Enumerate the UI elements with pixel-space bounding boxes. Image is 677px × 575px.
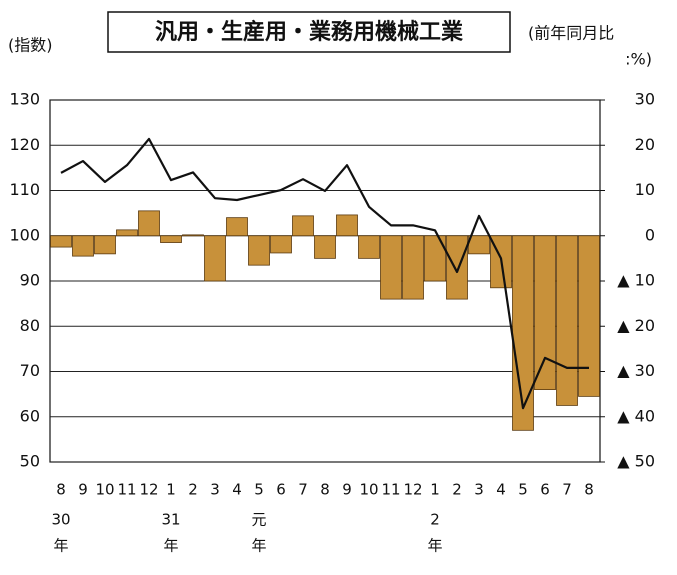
era-label: 30 bbox=[51, 511, 70, 529]
y2-tick-label: ▲ 40 bbox=[617, 406, 655, 425]
y2-tick-label: ▲ 20 bbox=[617, 316, 655, 335]
y-tick-label: 120 bbox=[9, 135, 40, 154]
x-tick-label: 8 bbox=[320, 481, 330, 499]
chart-title: 汎用・生産用・業務用機械工業 bbox=[155, 19, 464, 45]
bar bbox=[72, 235, 94, 257]
bar bbox=[94, 235, 116, 255]
y-tick-label: 60 bbox=[20, 406, 40, 425]
y-tick-label: 50 bbox=[20, 452, 40, 471]
bar bbox=[292, 215, 314, 237]
x-tick-label: 7 bbox=[298, 481, 308, 499]
y2-axis-label: (前年同月比 bbox=[528, 24, 614, 43]
x-tick-label: 12 bbox=[139, 481, 158, 499]
bar bbox=[270, 235, 292, 254]
bar bbox=[380, 235, 402, 300]
x-tick-label: 7 bbox=[562, 481, 572, 499]
bar bbox=[358, 235, 380, 259]
era-unit: 年 bbox=[427, 537, 442, 555]
y2-tick-label: 0 bbox=[645, 225, 655, 244]
y-tick-label: 110 bbox=[9, 180, 40, 199]
era-unit: 年 bbox=[53, 537, 68, 555]
x-tick-label: 8 bbox=[584, 481, 594, 499]
y2-axis-unit: :%) bbox=[625, 50, 652, 69]
x-tick-label: 10 bbox=[95, 481, 114, 499]
bar bbox=[182, 234, 204, 237]
x-tick-label: 5 bbox=[518, 481, 528, 499]
y2-tick-label: 20 bbox=[635, 135, 655, 154]
x-tick-label: 6 bbox=[540, 481, 550, 499]
bar bbox=[446, 235, 468, 300]
bar bbox=[468, 235, 490, 255]
x-tick-label: 11 bbox=[381, 481, 400, 499]
y-tick-label: 90 bbox=[20, 271, 40, 290]
bar bbox=[534, 235, 556, 391]
y-tick-label: 70 bbox=[20, 361, 40, 380]
bar bbox=[556, 235, 578, 406]
bar bbox=[336, 214, 358, 237]
y2-tick-label: 10 bbox=[635, 180, 655, 199]
x-tick-label: 12 bbox=[403, 481, 422, 499]
bar bbox=[314, 235, 336, 259]
era-unit: 年 bbox=[163, 537, 178, 555]
bar bbox=[50, 235, 72, 248]
x-tick-label: 2 bbox=[452, 481, 462, 499]
x-tick-label: 11 bbox=[117, 481, 136, 499]
x-tick-label: 1 bbox=[166, 481, 176, 499]
y-tick-label: 100 bbox=[9, 225, 40, 244]
x-tick-label: 5 bbox=[254, 481, 264, 499]
y-tick-label: 80 bbox=[20, 316, 40, 335]
x-tick-label: 3 bbox=[474, 481, 484, 499]
bar bbox=[160, 235, 182, 243]
era-label: 2 bbox=[430, 511, 440, 529]
title-box bbox=[107, 11, 511, 53]
bar bbox=[578, 235, 600, 397]
x-tick-label: 8 bbox=[56, 481, 66, 499]
y-tick-label: 130 bbox=[9, 90, 40, 109]
y2-tick-label: ▲ 50 bbox=[617, 452, 655, 471]
x-tick-label: 10 bbox=[359, 481, 378, 499]
x-tick-label: 1 bbox=[430, 481, 440, 499]
x-tick-label: 6 bbox=[276, 481, 286, 499]
era-unit: 年 bbox=[251, 537, 266, 555]
x-tick-label: 3 bbox=[210, 481, 220, 499]
y2-tick-label: ▲ 30 bbox=[617, 361, 655, 380]
y2-tick-label: 30 bbox=[635, 90, 655, 109]
bar bbox=[138, 210, 160, 237]
bar bbox=[116, 229, 138, 237]
x-tick-label: 2 bbox=[188, 481, 198, 499]
bar bbox=[248, 235, 270, 266]
bar bbox=[204, 235, 226, 282]
bar bbox=[402, 235, 424, 300]
x-tick-label: 9 bbox=[78, 481, 88, 499]
bar bbox=[424, 235, 446, 282]
y-axis-label: (指数) bbox=[8, 36, 53, 55]
y2-tick-label: ▲ 10 bbox=[617, 271, 655, 290]
x-tick-label: 4 bbox=[232, 481, 242, 499]
x-tick-label: 9 bbox=[342, 481, 352, 499]
era-label: 31 bbox=[161, 511, 180, 529]
bar bbox=[226, 217, 248, 237]
x-tick-label: 4 bbox=[496, 481, 506, 499]
line bbox=[60, 137, 589, 410]
era-label: 元 bbox=[251, 511, 266, 529]
